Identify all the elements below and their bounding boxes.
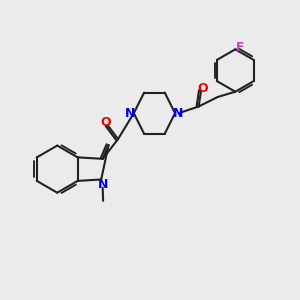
Text: N: N <box>173 107 184 120</box>
Text: O: O <box>100 116 111 129</box>
Text: F: F <box>236 41 245 54</box>
Text: N: N <box>125 107 136 120</box>
Text: N: N <box>98 178 108 191</box>
Text: O: O <box>197 82 208 94</box>
